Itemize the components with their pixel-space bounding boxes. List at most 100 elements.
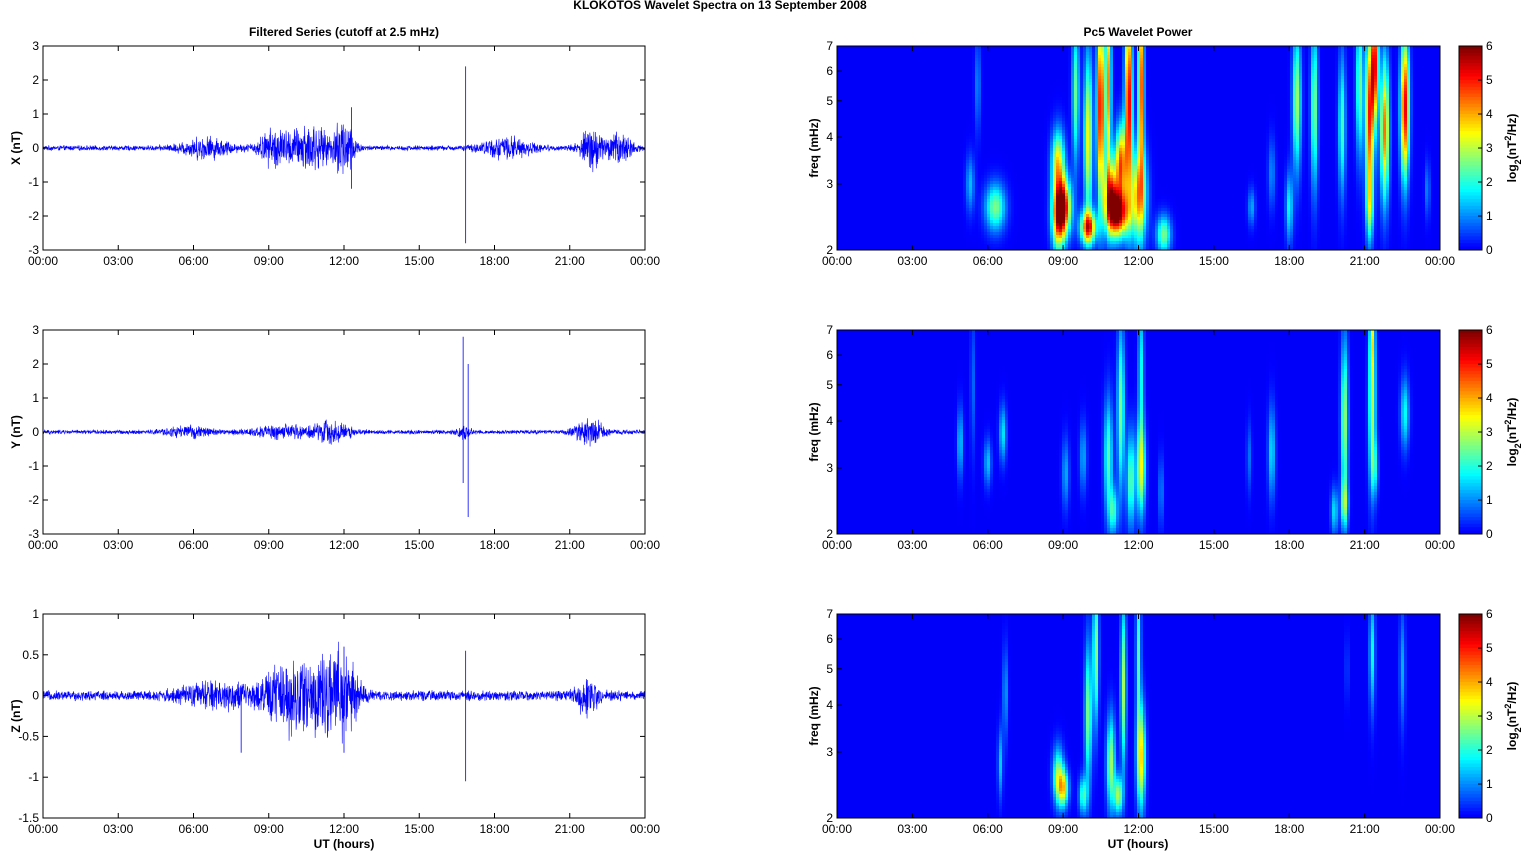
wavelet-power-cell [852,64,855,67]
wavelet-power-cell [927,46,930,49]
wavelet-power-cell [1176,46,1179,49]
wavelet-power-cell [1218,58,1221,61]
wavelet-power-cell [1221,58,1224,61]
wavelet-power-cell [1368,76,1371,79]
wavelet-power-cell [1287,85,1290,88]
wavelet-power-cell [1176,106,1179,109]
wavelet-power-cell [1278,58,1281,61]
wavelet-power-cell [1422,76,1425,79]
wavelet-power-cell [963,52,966,55]
wavelet-power-cell [987,100,990,103]
wavelet-power-cell [1023,67,1026,70]
timeseries-xtick-label: 00:00 [28,538,58,552]
wavelet-power-cell [1398,94,1401,97]
wavelet-power-cell [1383,91,1386,94]
wavelet-power-cell [1056,46,1059,49]
wavelet-power-cell [1269,49,1272,52]
wavelet-power-cell [1212,97,1215,100]
wavelet-power-cell [1233,64,1236,67]
wavelet-power-cell [1425,61,1428,64]
wavelet-power-cell [1329,100,1332,103]
wavelet-power-cell [969,79,972,82]
wavelet-power-cell [1122,97,1125,100]
wavelet-power-cell [1242,97,1245,100]
wavelet-power-cell [960,97,963,100]
wavelet-power-cell [999,46,1002,49]
wavelet-power-cell [996,97,999,100]
wavelet-power-cell [1341,70,1344,73]
wavelet-power-cell [1374,49,1377,52]
wavelet-power-cell [1419,64,1422,67]
wavelet-power-cell [855,49,858,52]
wavelet-power-cell [993,76,996,79]
wavelet-power-cell [1380,55,1383,58]
wavelet-power-cell [1218,61,1221,64]
wavelet-power-cell [1257,76,1260,79]
wavelet-power-cell [1302,52,1305,55]
wavelet-power-cell [1101,70,1104,73]
wavelet-power-cell [1233,67,1236,70]
wavelet-power-cell [1119,97,1122,100]
wavelet-power-cell [1080,58,1083,61]
wavelet-power-cell [855,46,858,49]
wavelet-power-cell [1251,67,1254,70]
wavelet-power-cell [846,55,849,58]
wavelet-power-cell [1392,76,1395,79]
wavelet-power-cell [867,73,870,76]
wavelet-power-cell [882,67,885,70]
wavelet-power-cell [1014,88,1017,91]
wavelet-power-cell [1401,103,1404,106]
wavelet-power-cell [1164,106,1167,109]
wavelet-power-cell [945,82,948,85]
wavelet-power-cell [1062,85,1065,88]
wavelet-power-cell [924,82,927,85]
wavelet-power-cell [1320,82,1323,85]
wavelet-power-cell [1116,97,1119,100]
wavelet-power-cell [1086,88,1089,91]
wavelet-power-cell [939,79,942,82]
wavelet-power-cell [1104,79,1107,82]
wavelet-power-cell [1335,46,1338,49]
wavelet-power-cell [1350,49,1353,52]
wavelet-power-cell [957,82,960,85]
wavelet-power-cell [933,106,936,109]
wavelet-power-cell [1137,73,1140,76]
wavelet-power-cell [1077,70,1080,73]
wavelet-power-cell [1254,67,1257,70]
wavelet-power-cell [996,106,999,109]
wavelet-power-cell [1263,67,1266,70]
wavelet-power-cell [900,76,903,79]
wavelet-power-cell [936,76,939,79]
wavelet-power-cell [1227,97,1230,100]
timeseries-ytick-label: 3 [32,39,39,53]
wavelet-power-cell [1362,97,1365,100]
wavelet-power-cell [1113,58,1116,61]
wavelet-power-cell [1245,52,1248,55]
wavelet-power-cell [846,49,849,52]
wavelet-power-cell [1026,94,1029,97]
wavelet-power-cell [897,52,900,55]
wavelet-power-cell [1032,88,1035,91]
timeseries-ytick-label: 1 [32,107,39,121]
wavelet-power-cell [846,79,849,82]
wavelet-power-cell [969,85,972,88]
wavelet-power-cell [837,46,840,49]
wavelet-power-cell [1002,55,1005,58]
wavelet-power-cell [1191,85,1194,88]
wavelet-power-cell [1146,85,1149,88]
wavelet-power-cell [1185,58,1188,61]
wavelet-power-cell [852,49,855,52]
wavelet-power-cell [1380,61,1383,64]
wavelet-power-cell [1350,76,1353,79]
wavelet-power-cell [1332,103,1335,106]
wavelet-power-cell [1020,97,1023,100]
wavelet-power-cell [1122,61,1125,64]
wavelet-power-cell [1236,49,1239,52]
wavelet-power-cell [1131,94,1134,97]
wavelet-power-cell [888,61,891,64]
wavelet-power-cell [1038,94,1041,97]
wavelet-power-cell [879,61,882,64]
wavelet-power-cell [1260,91,1263,94]
wavelet-power-cell [1050,52,1053,55]
wavelet-power-cell [900,49,903,52]
